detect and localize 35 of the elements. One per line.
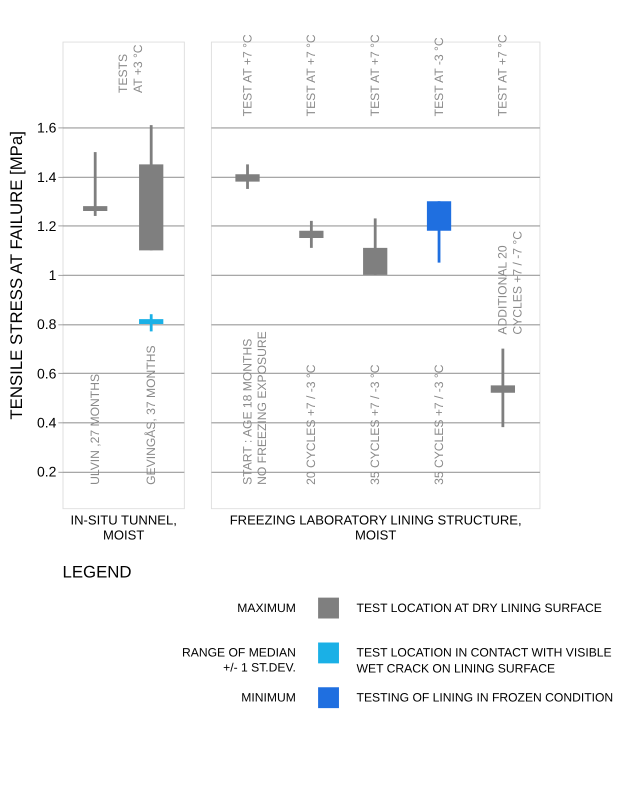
text: MAXIMUM	[237, 600, 296, 615]
annotation: TEST AT +7 °C	[240, 34, 254, 116]
y-tick-label: 0.4	[37, 414, 57, 430]
category-label: 35 CYCLES +7 / -3 °C	[432, 364, 446, 485]
category-label: ULVIN ,27 MONTHS	[88, 374, 102, 485]
category-label: ADDITIONAL 20 CYCLES +7 / -7 °C	[496, 231, 525, 335]
category-label: 35 CYCLES +7 / -3 °C	[368, 364, 382, 485]
legend-label: TEST LOCATION AT DRY LINING SURFACE	[356, 600, 602, 615]
candlestick	[83, 150, 108, 218]
y-tick-label: 0.2	[37, 464, 57, 480]
x-axis-title: FREEZING LABORATORY LINING STRUCTURE, MOIST	[230, 512, 522, 542]
y-tick-label: 0.6	[37, 365, 57, 382]
y-tick-label: 1	[48, 267, 57, 284]
x-axis-title: IN-SITU TUNNEL, MOIST	[70, 512, 177, 542]
category-label: GEVINGÅS, 37 MONTHS	[144, 345, 158, 485]
y-tick-label: 1.6	[37, 120, 57, 136]
candlestick	[490, 347, 516, 429]
text: LEGEND	[62, 562, 132, 582]
annotation: TEST AT +7 °C	[368, 34, 382, 116]
annotation: TEST AT +7 °C	[304, 34, 318, 116]
y-axis-title: TENSILE STRESS AT FAILURE [MPa]	[7, 131, 26, 420]
category-label: START : AGE 18 MONTHS NO FREEZING EXPOSURE	[240, 331, 270, 485]
y-tick-label: 1.2	[37, 218, 57, 234]
candlestick	[139, 312, 164, 333]
legend-label: TESTING OF LINING IN FROZEN CONDITION	[356, 690, 614, 704]
text: MINIMUM	[241, 690, 296, 704]
candlestick	[299, 219, 324, 250]
legend-label: TEST LOCATION IN CONTACT WITH VISIBLE WET CRACK ON LINING SURFACE	[356, 646, 612, 676]
y-tick-label: 0.8	[37, 316, 57, 332]
text: RANGE OF MEDIAN +/- 1 ST.DEV.	[182, 646, 296, 675]
annotation: TEST AT +7 °C	[496, 34, 510, 116]
annotation: TESTS AT +3 °C	[116, 44, 145, 93]
category-label: 20 CYCLES +7 / -3 °C	[304, 364, 318, 485]
y-tick-label: 1.4	[37, 168, 57, 185]
annotation: TEST AT -3 °C	[432, 37, 446, 116]
